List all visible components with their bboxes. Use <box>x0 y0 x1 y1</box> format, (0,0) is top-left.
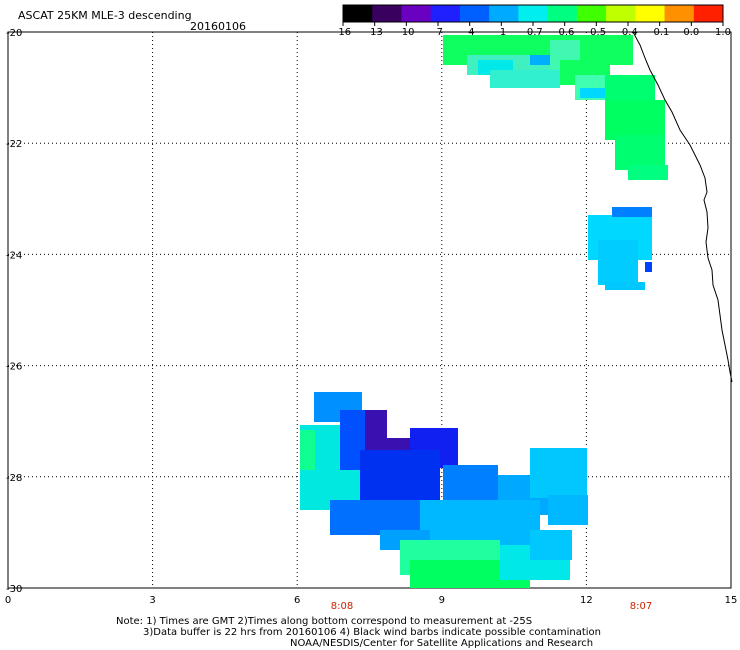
colorbar-swatch <box>489 5 519 22</box>
colorbar-swatch <box>576 5 607 22</box>
latitude-label: -22 <box>6 139 22 150</box>
longitude-label: 3 <box>149 595 155 606</box>
gridlines <box>8 32 731 588</box>
colorbar-swatch <box>372 5 402 22</box>
note-line-2: 3)Data buffer is 22 hrs from 20160106 4)… <box>143 627 601 638</box>
colorbar: -16 -13 -10 -7 -4 -1 -0.7 -0.6 -0.5 -0.4 -0.1 0.0 1.… <box>335 4 731 38</box>
latitude-label: -20 <box>6 28 22 39</box>
colorbar-swatch <box>693 5 724 22</box>
longitude-labels: 0 3 6 9 12 15 <box>5 595 738 606</box>
colorbar-swatch <box>606 5 636 22</box>
note-line-1: Note: 1) Times are GMT 2)Times along bot… <box>116 616 533 627</box>
product-date: 20160106 <box>190 20 246 33</box>
product-title: ASCAT 25KM MLE-3 descending <box>18 9 192 22</box>
colorbar-swatch <box>459 5 490 22</box>
wind-swath-south <box>300 392 588 588</box>
longitude-label: 15 <box>725 595 738 606</box>
colorbar-swatch <box>401 5 432 22</box>
pass-time-label: 8:08 <box>331 601 353 612</box>
wind-swath-north <box>443 35 668 180</box>
wind-swath-middle <box>588 207 652 290</box>
pass-time-label: 8:07 <box>630 601 652 612</box>
colorbar-swatch <box>430 5 461 22</box>
colorbar-swatch <box>518 5 549 22</box>
colorbar-swatch <box>664 5 695 22</box>
longitude-label: 9 <box>439 595 445 606</box>
map-plot <box>7 31 733 589</box>
coastline <box>632 31 733 383</box>
colorbar-swatch <box>635 5 666 22</box>
longitude-label: 12 <box>580 595 593 606</box>
note-line-3: NOAA/NESDIS/Center for Satellite Applica… <box>290 638 594 649</box>
pass-time-labels: 8:08 8:07 <box>331 601 652 612</box>
longitude-label: 0 <box>5 595 11 606</box>
colorbar-swatch <box>343 5 373 22</box>
colorbar-swatch <box>547 5 578 22</box>
latitude-labels: -20 -22 -24 -26 -28 -30 <box>6 28 22 595</box>
latitude-label: -30 <box>6 584 22 595</box>
latitude-label: -24 <box>6 250 22 261</box>
longitude-label: 6 <box>294 595 300 606</box>
latitude-label: -28 <box>6 473 22 484</box>
latitude-label: -26 <box>6 362 22 373</box>
plot-frame <box>7 31 732 589</box>
